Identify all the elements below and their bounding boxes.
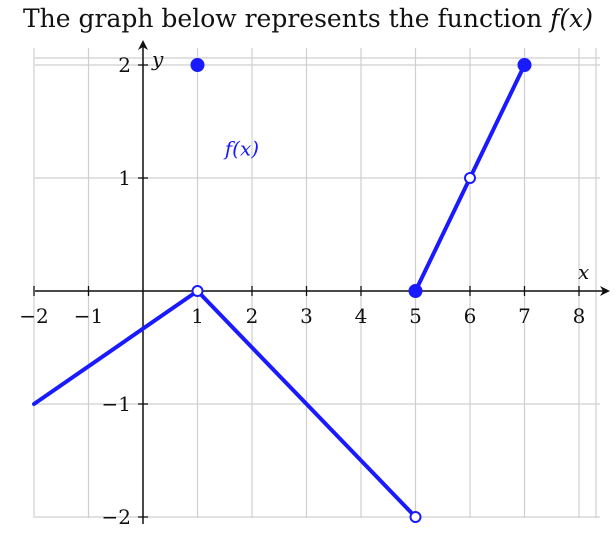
x-tick-label: 4	[355, 304, 368, 328]
y-axis-label: y	[151, 47, 164, 71]
closed-point	[517, 58, 532, 72]
function-segment	[32, 289, 200, 406]
open-point	[409, 511, 422, 523]
x-tick-label: 3	[300, 304, 313, 328]
y-tick-label: −1	[102, 392, 131, 416]
x-tick-label: 2	[246, 304, 259, 328]
closed-point	[408, 284, 423, 298]
series-f	[32, 58, 532, 523]
y-tick-label: 2	[118, 53, 131, 77]
y-axis-arrow	[138, 40, 148, 50]
x-tick-label: −1	[74, 304, 103, 328]
tick-labels: −2 −1 1 2 3 4 5 6 7 8 −2 −1 1 2 x y f(x)	[19, 47, 589, 529]
axes	[33, 40, 610, 524]
y-tick-label: −2	[102, 505, 131, 529]
x-tick-label: 7	[518, 304, 531, 328]
x-tick-label: 1	[191, 304, 204, 328]
title-function-name: f(x)	[550, 4, 593, 33]
curve-label: f(x)	[223, 136, 259, 160]
x-axis-label: x	[578, 260, 589, 284]
x-tick-label: 8	[573, 304, 586, 328]
x-axis-arrow	[600, 286, 610, 296]
closed-point	[190, 58, 205, 72]
grid	[33, 48, 600, 518]
y-tick-label: 1	[118, 166, 131, 190]
title-text: The graph below represents the function	[22, 4, 543, 33]
x-tick-label: 6	[464, 304, 477, 328]
open-point	[191, 285, 204, 297]
x-tick-label: −2	[19, 304, 48, 328]
function-segment	[195, 289, 418, 519]
open-point	[464, 172, 476, 184]
x-tick-label: 5	[409, 304, 422, 328]
chart-title: The graph below represents the function …	[0, 4, 616, 33]
